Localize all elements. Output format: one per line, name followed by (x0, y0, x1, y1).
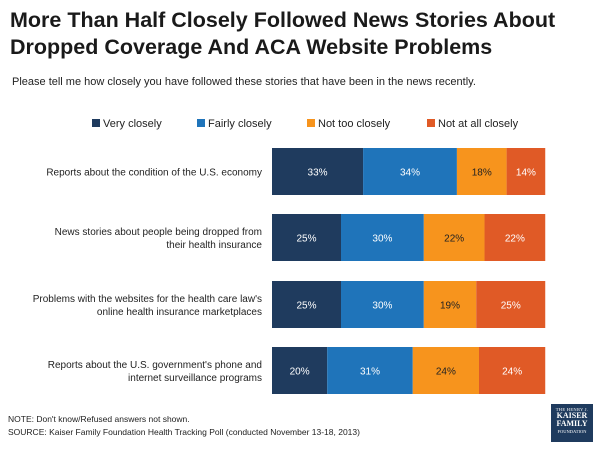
category-label: online health insurance marketplaces (97, 307, 262, 318)
legend-swatch (427, 119, 435, 127)
chart-title: More Than Half Closely Followed News Sto… (10, 8, 556, 59)
category-label: Reports about the condition of the U.S. … (46, 168, 262, 179)
data-label: 24% (436, 367, 456, 378)
category-label: their health insurance (166, 240, 262, 251)
bar-segment (272, 281, 341, 328)
bar-segment (341, 214, 424, 261)
data-label: 33% (308, 168, 328, 179)
legend-label: Fairly closely (208, 118, 272, 130)
bar-segment (476, 281, 546, 328)
data-label: 25% (296, 234, 316, 245)
chart-subtitle: Please tell me how closely you have foll… (12, 76, 476, 88)
data-label: 22% (444, 234, 464, 245)
bar-segment (341, 281, 424, 328)
bar-segment (484, 214, 546, 261)
data-label: 24% (502, 367, 522, 378)
category-label: internet surveillance programs (128, 373, 262, 384)
bar-segment (327, 347, 413, 394)
legend-swatch (92, 119, 100, 127)
legend-label: Very closely (103, 118, 162, 130)
bar-segment (272, 347, 328, 394)
source-note: SOURCE: Kaiser Family Foundation Health … (8, 427, 360, 437)
bar-segment (272, 214, 341, 261)
data-label: 14% (516, 168, 536, 179)
kff-logo: THE HENRY J. KAISER FAMILY FOUNDATION (551, 404, 593, 442)
legend-label: Not at all closely (438, 118, 519, 130)
data-label: 20% (290, 367, 310, 378)
bar-segment (456, 148, 507, 195)
bar-segment (272, 148, 364, 195)
category-label: Reports about the U.S. government's phon… (48, 360, 262, 371)
bar-segment (479, 347, 546, 394)
bar-segment (506, 148, 546, 195)
footnote: NOTE: Don't know/Refused answers not sho… (8, 414, 190, 424)
bar-segment (363, 148, 457, 195)
data-label: 34% (400, 168, 420, 179)
data-label: 18% (472, 168, 492, 179)
category-label: News stories about people being dropped … (55, 227, 262, 238)
bar-segment (423, 281, 477, 328)
data-label: 19% (440, 301, 460, 312)
bar-segment (412, 347, 479, 394)
category-label: Problems with the websites for the healt… (33, 294, 262, 305)
data-label: 25% (296, 301, 316, 312)
data-label: 30% (372, 301, 392, 312)
data-label: 22% (505, 234, 525, 245)
data-label: 30% (372, 234, 392, 245)
data-label: 25% (501, 301, 521, 312)
bar-segment (423, 214, 485, 261)
legend-label: Not too closely (318, 118, 391, 130)
legend-swatch (307, 119, 315, 127)
legend-swatch (197, 119, 205, 127)
data-label: 31% (360, 367, 380, 378)
